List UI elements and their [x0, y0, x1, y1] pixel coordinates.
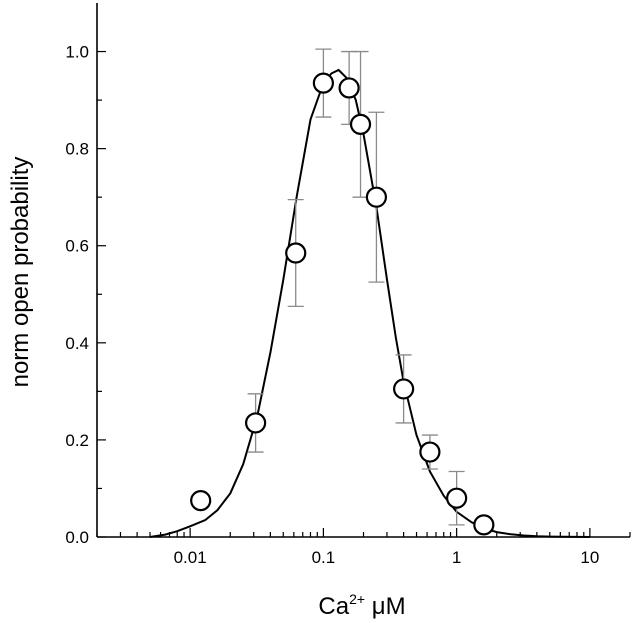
data-point — [285, 242, 307, 264]
x-axis-title-superscript: 2+ — [349, 591, 365, 607]
data-point — [365, 186, 388, 208]
x-axis-title: Ca2+ μM — [318, 591, 405, 620]
data-point — [446, 487, 468, 509]
data-point — [349, 113, 372, 135]
data-point — [312, 72, 334, 94]
fit-curve — [149, 68, 590, 538]
data-point — [473, 514, 495, 536]
x-tick-label: 1 — [452, 548, 461, 567]
data-markers — [190, 72, 495, 536]
fit-curve-layer — [149, 68, 590, 538]
data-point — [338, 77, 360, 99]
data-point — [190, 489, 212, 512]
data-point — [393, 378, 415, 400]
y-tick-label: 0.4 — [65, 334, 89, 353]
x-tick-label: 10 — [580, 548, 599, 567]
ticks: 0.0 0.2 0.4 0.6 0.8 1.0 0.01 0.1 1 10 — [65, 43, 631, 567]
y-tick-label: 0.0 — [65, 528, 89, 547]
y-tick-label: 0.2 — [65, 431, 89, 450]
x-tick-label: 0.1 — [312, 548, 336, 567]
y-tick-label: 0.6 — [65, 237, 89, 256]
y-tick-label: 1.0 — [65, 43, 89, 62]
data-point — [245, 412, 267, 434]
data-point — [419, 441, 441, 463]
x-axis-title-unit: μM — [365, 593, 406, 620]
y-axis-title: norm open probability — [7, 157, 34, 388]
x-tick-label: 0.01 — [174, 548, 207, 567]
axes — [96, 3, 630, 538]
x-axis-title-base: Ca — [318, 593, 349, 620]
y-tick-label: 0.8 — [65, 140, 89, 159]
